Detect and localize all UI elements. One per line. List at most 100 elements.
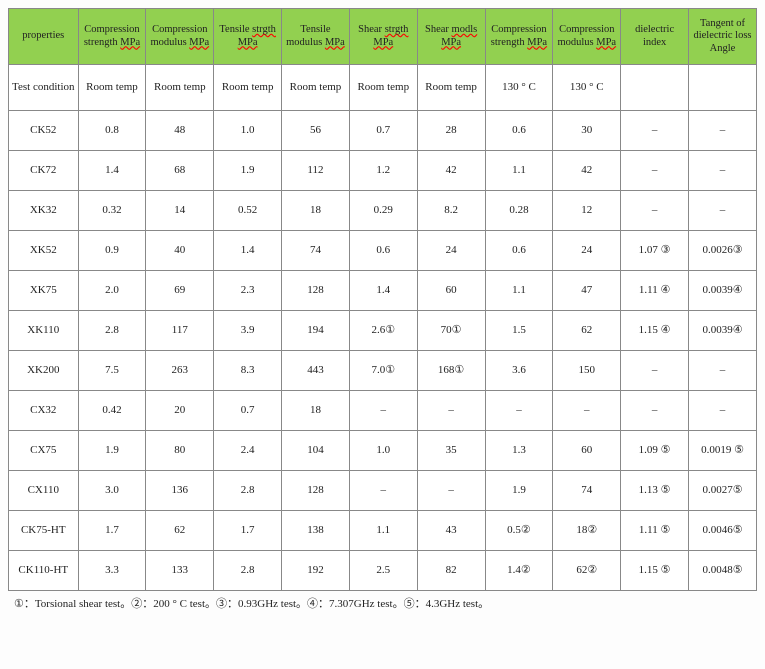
cell: 24 [553,231,621,271]
cell: 0.32 [78,191,146,231]
cell: 2.3 [214,271,282,311]
cell: 0.0027⑤ [689,471,757,511]
cell: 130 ° C [553,65,621,111]
header-cell-9: dielectric index [621,9,689,65]
cell: – [621,391,689,431]
cell: 18 [282,391,350,431]
cell: – [417,391,485,431]
cell: 1.7 [78,511,146,551]
cell: 1.4 [78,151,146,191]
cell: 133 [146,551,214,591]
cell: 1.0 [214,111,282,151]
cell: 14 [146,191,214,231]
cell: 1.11 ④ [621,271,689,311]
cell: 136 [146,471,214,511]
cell: XK32 [9,191,79,231]
table-row: CK721.4681.91121.2421.142–– [9,151,757,191]
cell: – [621,191,689,231]
cell: 20 [146,391,214,431]
cell: 0.29 [349,191,417,231]
cell: 68 [146,151,214,191]
cell: – [349,471,417,511]
header-cell-0: properties [9,9,79,65]
cell: 24 [417,231,485,271]
cell: – [621,351,689,391]
cell: Room temp [146,65,214,111]
cell: Room temp [417,65,485,111]
cell: 48 [146,111,214,151]
cell: 0.42 [78,391,146,431]
cell: 104 [282,431,350,471]
cell: 1.13 ⑤ [621,471,689,511]
header-cell-5: Shear strgth MPa [349,9,417,65]
cell: 3.0 [78,471,146,511]
cell: 1.07 ③ [621,231,689,271]
cell: 0.7 [214,391,282,431]
cell: 0.28 [485,191,553,231]
cell: 130 ° C [485,65,553,111]
cell: 1.11 ⑤ [621,511,689,551]
cell: 0.0019 ⑤ [689,431,757,471]
cell: 1.9 [78,431,146,471]
cell: 8.2 [417,191,485,231]
cell: CX75 [9,431,79,471]
cell: – [689,191,757,231]
cell: 0.0039④ [689,311,757,351]
cell: 117 [146,311,214,351]
cell: 40 [146,231,214,271]
table-body: Test conditionRoom tempRoom tempRoom tem… [9,65,757,591]
cell: 0.9 [78,231,146,271]
cell: Room temp [282,65,350,111]
cell: 443 [282,351,350,391]
cell: 1.3 [485,431,553,471]
cell: CK110-HT [9,551,79,591]
cell: 0.5② [485,511,553,551]
header-cell-10: Tangent of dielectric loss Angle [689,9,757,65]
cell: 2.6① [349,311,417,351]
cell: 194 [282,311,350,351]
cell: CX32 [9,391,79,431]
cell: XK75 [9,271,79,311]
cell: – [553,391,621,431]
cell: 74 [282,231,350,271]
cell: – [689,151,757,191]
cell: 192 [282,551,350,591]
cell: 0.52 [214,191,282,231]
cell: 1.4② [485,551,553,591]
cell: Test condition [9,65,79,111]
cell: CK72 [9,151,79,191]
cell: 60 [553,431,621,471]
cell: – [621,111,689,151]
cell: 2.4 [214,431,282,471]
cell: 69 [146,271,214,311]
cell: 3.3 [78,551,146,591]
cell: 70① [417,311,485,351]
cell: 1.09 ⑤ [621,431,689,471]
cell: 1.7 [214,511,282,551]
cell: 7.0① [349,351,417,391]
cell: 1.9 [485,471,553,511]
cell: 7.5 [78,351,146,391]
cell: 0.6 [349,231,417,271]
cell: 62② [553,551,621,591]
cell: CX110 [9,471,79,511]
table-row: CX1103.01362.8128––1.9741.13 ⑤0.0027⑤ [9,471,757,511]
header-cell-2: Compression modulus MPa [146,9,214,65]
cell: 1.0 [349,431,417,471]
table-row: CX320.42200.718–––––– [9,391,757,431]
table-row: XK1102.81173.91942.6①70①1.5621.15 ④0.003… [9,311,757,351]
cell: Room temp [78,65,146,111]
cell: 56 [282,111,350,151]
cell: 3.6 [485,351,553,391]
cell: 128 [282,471,350,511]
table-row: XK2007.52638.34437.0①168①3.6150–– [9,351,757,391]
cell: 8.3 [214,351,282,391]
cell: 18② [553,511,621,551]
footer-notes: ①：Torsional shear test。②：200 ° C test。③：… [8,591,757,611]
cell [621,65,689,111]
cell: 0.0048⑤ [689,551,757,591]
cell: XK52 [9,231,79,271]
cell: 0.0046⑤ [689,511,757,551]
cell: 82 [417,551,485,591]
cell: 2.8 [214,551,282,591]
